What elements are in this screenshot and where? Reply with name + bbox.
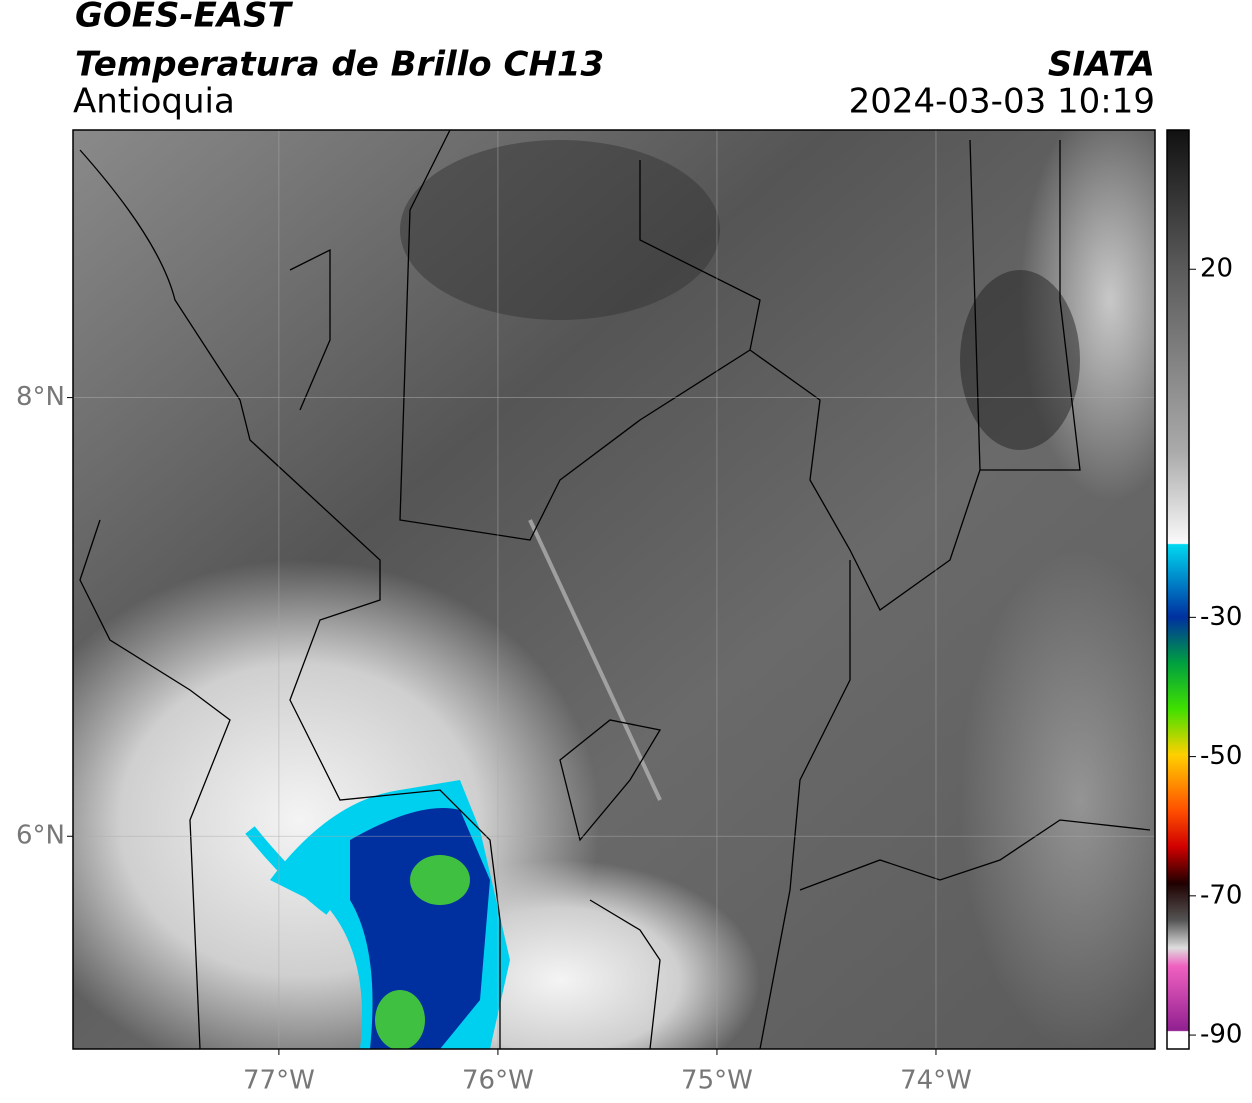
product: Temperatura de Brillo CH13 bbox=[75, 45, 604, 85]
x-tick-label: 74°W bbox=[900, 1066, 972, 1096]
satellite-image bbox=[73, 130, 1155, 1049]
source: GOES-EAST bbox=[75, 0, 294, 36]
datetime: 2024-03-03 10:19 bbox=[849, 82, 1155, 122]
colorbar-tick-label: -70 bbox=[1200, 880, 1242, 910]
colorbar bbox=[1166, 129, 1190, 1050]
region: Antioquia bbox=[73, 82, 235, 122]
agency: SIATA bbox=[1048, 45, 1155, 85]
colorbar-tick-label: -90 bbox=[1200, 1020, 1242, 1050]
y-tick-label: 8°N bbox=[16, 382, 65, 412]
x-tick-label: 76°W bbox=[462, 1066, 534, 1096]
x-tick-label: 75°W bbox=[681, 1066, 753, 1096]
colorbar-tick-label: 20 bbox=[1200, 254, 1233, 284]
map-frame bbox=[72, 129, 1156, 1050]
x-tick-label: 77°W bbox=[243, 1066, 315, 1096]
y-tick-label: 6°N bbox=[16, 821, 65, 851]
grid bbox=[73, 130, 1155, 1049]
colorbar-tick-label: -30 bbox=[1200, 602, 1242, 632]
colorbar-tick-label: -50 bbox=[1200, 741, 1242, 771]
